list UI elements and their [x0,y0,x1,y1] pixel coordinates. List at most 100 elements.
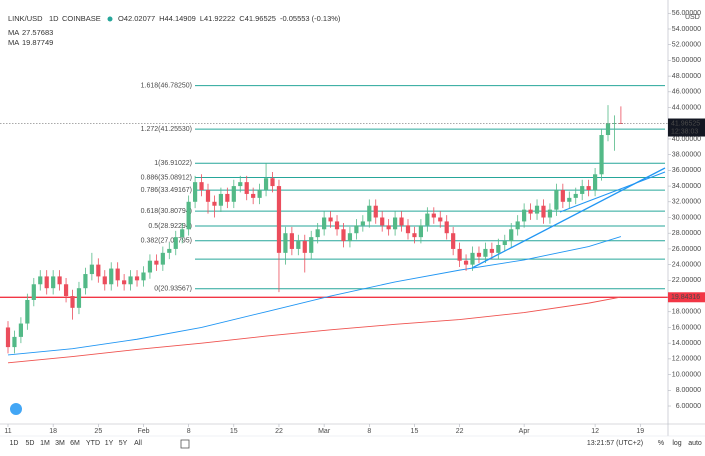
candle-body [554,190,559,210]
candle-body [438,217,443,222]
candle-body [354,225,359,234]
range-button[interactable]: 1Y [105,440,114,447]
candle-body [276,186,282,253]
candle-body [128,276,133,285]
candle-body [180,229,185,238]
clock: 13:21:57 (UTC+2) [587,440,643,447]
candle-body [373,205,378,218]
y-tick-label: 54.00000 [672,26,701,33]
candle-body [315,229,320,238]
price-tag-label: 41.96525 [671,120,700,127]
range-button[interactable]: All [134,440,142,447]
y-tick-label: 56.00000 [672,10,701,17]
candle-body [225,193,230,202]
x-tick-label: 15 [230,428,238,435]
fib-label: 1.272(41.25530) [141,126,192,133]
y-tick-label: 34.00000 [672,183,701,190]
candle-body [618,123,624,124]
y-tick-label: 40.00000 [672,136,701,143]
legend-value: 27.57683 [22,28,53,37]
scale-option[interactable]: % [658,440,664,447]
candle-body [592,174,598,191]
logo-icon[interactable] [10,403,22,415]
candle-body [289,233,294,249]
x-tick-label: Mar [318,428,331,435]
candle-body [257,190,262,198]
y-tick-label: 14.00000 [672,340,701,347]
x-tick-label: 11 [4,428,11,435]
candle-body [515,221,520,230]
candle-body [444,221,449,234]
candle-body [89,264,94,275]
candle-body [141,272,146,281]
candle-body [5,327,11,348]
range-button[interactable]: 5Y [119,440,128,447]
candle-body [496,244,501,253]
candle-body [347,233,353,242]
candle-body [205,190,211,202]
candle-body [25,299,30,324]
candle-body [63,284,69,297]
ma-line [7,236,622,356]
candle-body [547,209,553,218]
candle-body [70,296,75,308]
scale-option[interactable]: auto [688,440,702,447]
candle-body [96,264,101,277]
plot-area: 1.618(46.78250) 1.272(41.25530) 1(36.91022… [0,83,668,364]
currency: USD [685,14,700,21]
y-tick-label: 48.00000 [672,73,701,80]
candle-body [392,217,398,230]
candle-body [580,186,585,194]
candle-body [199,182,204,191]
y-tick-label: 28.00000 [672,230,701,237]
candle-body [386,225,391,230]
candle-body [528,209,533,214]
candle-body [367,205,372,222]
range-button[interactable]: 5D [26,440,35,447]
fib-label: 0.618(30.80794) [141,208,192,215]
x-tick-label: 25 [94,428,102,435]
candle-body [173,237,178,249]
trend-line [559,171,666,213]
x-tick-label: 22 [456,428,464,435]
status-dot [107,16,113,22]
y-tick-label: 30.00000 [672,214,701,221]
y-tick-label: 22.00000 [672,277,701,284]
range-button[interactable]: 3M [55,440,65,447]
candle-body [231,186,236,202]
candle-body [599,135,604,175]
y-tick-label: 36.00000 [672,167,701,174]
candle-body [360,221,365,226]
candle-body [57,276,62,285]
y-tick-label: 50.00000 [672,57,701,64]
candle-body [109,268,114,285]
x-tick-label: 18 [49,428,57,435]
range-button[interactable]: 1M [40,440,50,447]
candle-body [244,182,249,194]
candle-body [334,221,340,230]
ohlc-value: -0.05553 (-0.13%) [280,14,341,23]
scale-option[interactable]: log [672,440,681,447]
x-tick-label: 12 [591,428,599,435]
range-button[interactable]: YTD [86,440,100,447]
candle-body [560,190,565,202]
fib-label: 1(36.91022) [154,160,192,167]
candle-body [218,193,224,206]
range-button[interactable]: 6M [70,440,80,447]
y-tick-label: 6.00000 [676,403,701,410]
candle-body [51,276,56,289]
candle-body [457,248,462,261]
candle-body [489,248,494,253]
candle-body [122,280,127,285]
candle-body [102,276,107,285]
candle-body [154,260,159,265]
candle-body [44,276,49,289]
calendar-icon[interactable] [180,439,190,449]
fib-label: 1.618(46.78250) [141,83,192,90]
candle-body [192,182,198,202]
ohlc-value: C41.96525 [239,14,276,23]
y-tick-label: 10.00000 [672,371,701,378]
range-button[interactable]: 1D [10,440,19,447]
candle-body [534,205,540,214]
legend-name: MA [8,28,19,37]
